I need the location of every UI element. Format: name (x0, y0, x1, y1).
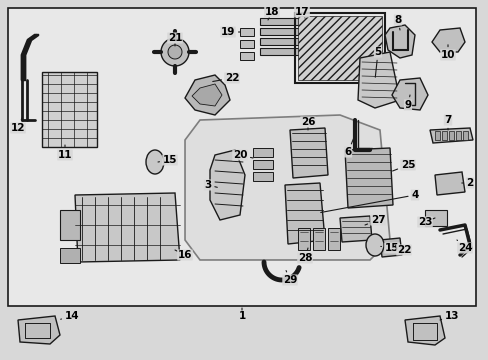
Polygon shape (391, 78, 427, 110)
Text: 19: 19 (221, 27, 240, 37)
Polygon shape (192, 84, 222, 106)
Bar (297, 228, 309, 250)
Polygon shape (404, 316, 444, 345)
Text: 24: 24 (456, 240, 471, 253)
Polygon shape (161, 38, 189, 66)
Bar (297, 16, 381, 80)
Text: 28: 28 (297, 248, 312, 263)
Bar (260, 48, 314, 55)
Ellipse shape (146, 150, 163, 174)
Text: 6: 6 (344, 138, 353, 157)
Bar (312, 228, 325, 250)
Bar (42, 72, 97, 147)
Bar (240, 28, 253, 36)
Text: 1: 1 (238, 308, 245, 321)
Text: 13: 13 (439, 311, 458, 321)
Text: 15: 15 (380, 243, 398, 253)
Polygon shape (345, 148, 392, 208)
Text: 23: 23 (417, 217, 434, 227)
Text: 12: 12 (11, 118, 25, 133)
Polygon shape (184, 115, 389, 260)
Polygon shape (357, 52, 399, 108)
Polygon shape (209, 150, 244, 220)
Bar (252, 160, 272, 169)
Text: 3: 3 (204, 180, 217, 190)
Bar (60, 210, 80, 240)
Text: 2: 2 (461, 178, 473, 188)
Ellipse shape (365, 234, 383, 256)
Text: 7: 7 (444, 115, 451, 130)
Text: 29: 29 (282, 271, 297, 285)
Text: 10: 10 (440, 45, 454, 60)
Text: 22: 22 (212, 73, 239, 83)
Bar (327, 228, 339, 250)
Bar (424, 210, 446, 226)
Text: 25: 25 (392, 160, 414, 171)
Bar (455, 131, 460, 140)
Text: 21: 21 (167, 33, 182, 46)
Bar (448, 131, 453, 140)
Bar (240, 52, 253, 60)
Bar (8, 8, 475, 306)
Text: 11: 11 (58, 145, 72, 160)
Polygon shape (168, 45, 182, 59)
Text: 4: 4 (320, 190, 418, 212)
Bar (252, 172, 272, 181)
Bar (240, 40, 253, 48)
Polygon shape (75, 193, 180, 262)
Bar (60, 248, 80, 263)
Polygon shape (18, 316, 60, 344)
Polygon shape (184, 75, 229, 115)
Polygon shape (431, 28, 464, 52)
Text: 16: 16 (175, 250, 192, 260)
Bar (462, 131, 467, 140)
Text: 8: 8 (393, 15, 401, 30)
Text: 9: 9 (404, 95, 411, 110)
Bar (434, 131, 439, 140)
Polygon shape (434, 172, 464, 195)
Polygon shape (384, 25, 414, 58)
Polygon shape (285, 183, 325, 244)
Bar (441, 131, 446, 140)
Bar (260, 18, 314, 25)
Text: 18: 18 (264, 7, 279, 20)
Bar (260, 38, 314, 45)
Text: 5: 5 (374, 47, 381, 77)
Bar (252, 148, 272, 157)
Text: 15: 15 (158, 155, 177, 165)
Bar (294, 13, 384, 83)
Polygon shape (339, 216, 371, 242)
Polygon shape (379, 238, 401, 257)
Polygon shape (429, 128, 472, 143)
Polygon shape (289, 128, 327, 178)
Text: 27: 27 (364, 215, 385, 225)
Text: 17: 17 (294, 7, 309, 18)
Text: 20: 20 (232, 150, 252, 160)
Bar (260, 28, 314, 35)
Text: 26: 26 (300, 117, 315, 130)
Text: 22: 22 (394, 245, 410, 255)
Text: 14: 14 (61, 311, 79, 321)
